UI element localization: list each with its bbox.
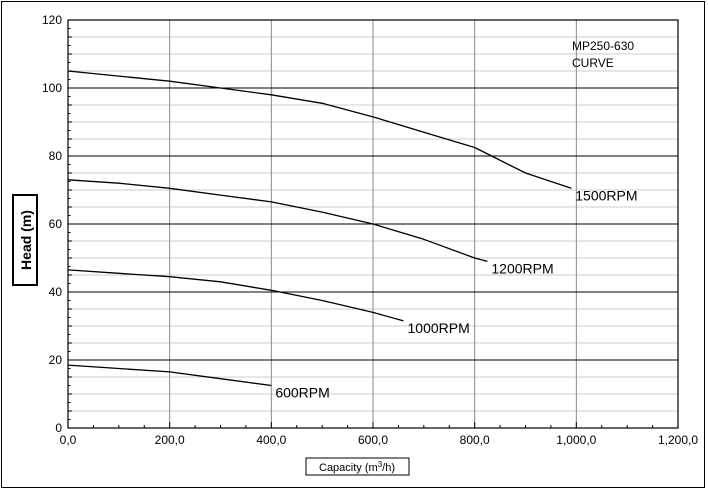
y-tick-labels: 0 20 40 60 80 100 120 [42,13,62,435]
x-tick-label: 1,000,0 [556,433,596,447]
y-axis-label-box: Head (m) [12,194,38,286]
x-tick-label: 600,0 [358,433,388,447]
y-tick-label: 100 [42,81,62,95]
curve-label-1000rpm: 1000RPM [408,320,470,336]
x-tick-label: 1,200,0 [658,433,698,447]
curve-label-1200rpm: 1200RPM [491,260,553,276]
x-tick-label: 800,0 [460,433,490,447]
x-axis-label-main: Capacity (m [319,462,378,474]
curve-label-600rpm: 600RPM [275,385,329,401]
y-tick-label: 120 [42,13,62,27]
grid [67,19,679,429]
curves [67,70,572,387]
curve-label-1500rpm: 1500RPM [575,187,637,203]
x-tick-label: 0,0 [60,433,77,447]
curve-600rpm [67,364,272,387]
x-tick-labels: 0,0 200,0 400,0 600,0 800,0 1,000,0 1,200,0 [60,433,699,447]
y-tick-label: 20 [49,353,63,367]
y-axis-label: Head (m) [18,210,34,270]
x-axis-label: Capacity (m3/h) [319,460,395,474]
y-tick-label: 80 [49,149,63,163]
curve-1000rpm [67,269,404,322]
curve-1200rpm [67,179,488,263]
y-tick-label: 0 [55,421,62,435]
y-tick-label: 60 [49,217,63,231]
annotation-line-2: CURVE [572,56,614,70]
annotation-line-1: MP250-630 [572,39,634,53]
y-tick-label: 40 [49,285,63,299]
curve-labels: 1500RPM 1200RPM 1000RPM 600RPM [275,187,637,400]
x-axis-label-unit: /h) [382,462,395,474]
x-tick-label: 400,0 [256,433,286,447]
curve-1500rpm [67,70,572,189]
x-axis-label-frame [305,457,410,476]
x-axis-label-superscript: 3 [378,460,383,469]
x-tick-label: 200,0 [155,433,185,447]
plot-area-border [67,19,679,429]
y-axis-label-frame [12,194,38,286]
